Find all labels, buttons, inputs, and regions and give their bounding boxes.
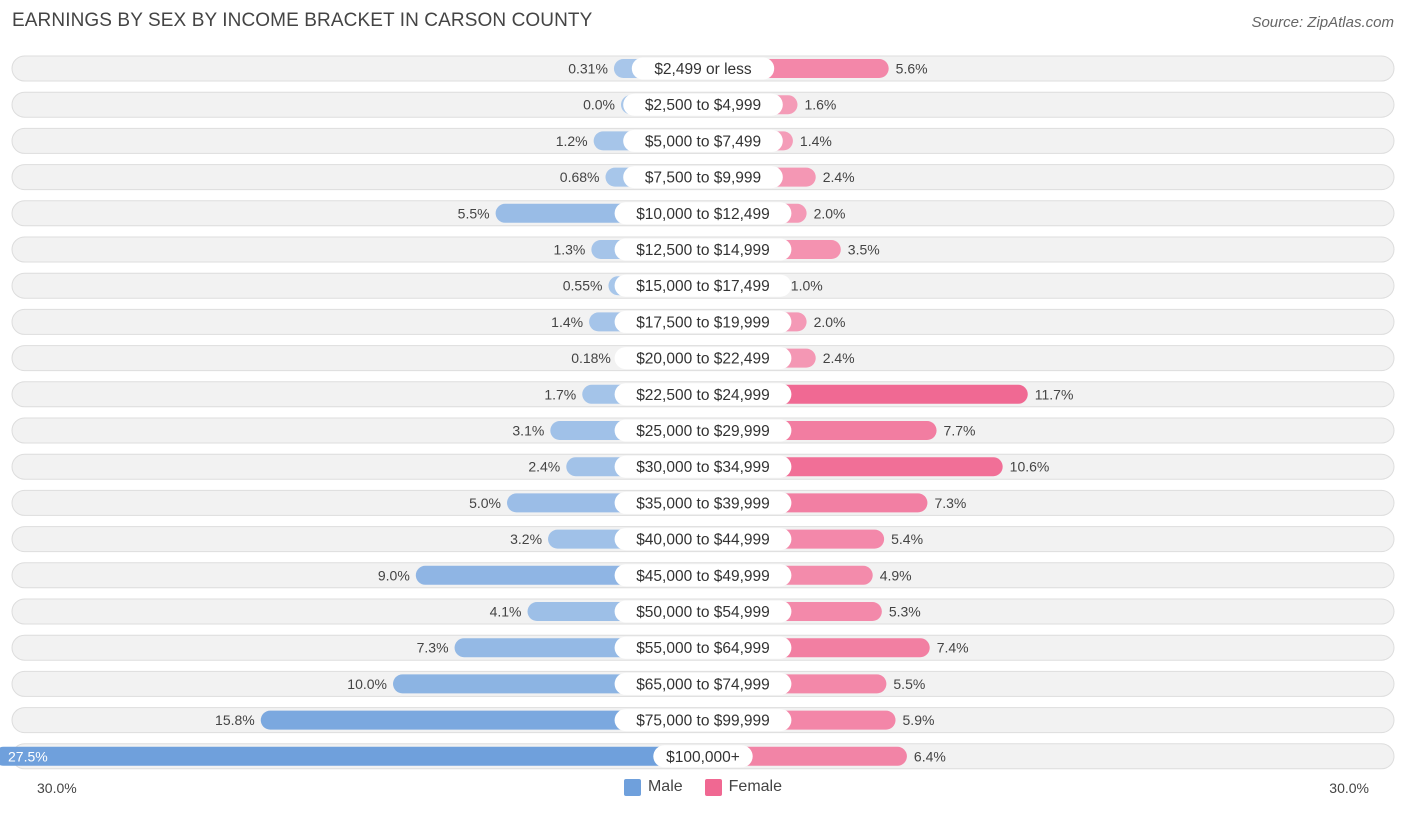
female-value-label: 1.4% xyxy=(800,133,832,149)
male-value-label: 5.0% xyxy=(469,495,501,511)
category-pill xyxy=(614,528,792,551)
category-pill xyxy=(614,709,792,732)
male-value-label: 0.18% xyxy=(571,350,611,366)
category-label: $25,000 to $29,999 xyxy=(636,423,770,440)
male-value-label: 1.3% xyxy=(553,242,585,258)
category-pill xyxy=(614,491,792,514)
male-value-label: 3.2% xyxy=(510,531,542,547)
male-value-label: 1.4% xyxy=(551,314,583,330)
legend-item-male[interactable]: Male xyxy=(623,778,683,796)
male-value-label: 3.1% xyxy=(512,423,544,439)
category-pill xyxy=(614,672,792,695)
chart-title: EARNINGS BY SEX BY INCOME BRACKET IN CAR… xyxy=(12,10,593,31)
category-label: $22,500 to $24,999 xyxy=(636,387,770,404)
category-label: $30,000 to $34,999 xyxy=(636,459,770,476)
category-label: $2,500 to $4,999 xyxy=(645,97,761,114)
male-value-label: 4.1% xyxy=(490,604,522,620)
male-value-label: 1.2% xyxy=(556,133,588,149)
legend: Male Female xyxy=(0,778,1406,796)
male-value-label: 10.0% xyxy=(347,676,387,692)
category-pill xyxy=(614,274,792,297)
male-value-label: 9.0% xyxy=(378,567,410,583)
male-value-label: 1.7% xyxy=(544,386,576,402)
category-pill xyxy=(614,310,792,333)
category-pill xyxy=(614,419,792,442)
male-value-label: 15.8% xyxy=(215,712,255,728)
female-value-label: 5.3% xyxy=(889,604,921,620)
female-value-label: 2.4% xyxy=(823,350,855,366)
male-value-label: 5.5% xyxy=(458,205,490,221)
male-value-label: 0.31% xyxy=(568,61,608,77)
category-label: $17,500 to $19,999 xyxy=(636,314,770,331)
female-value-label: 10.6% xyxy=(1010,459,1050,475)
source-credit: Source: ZipAtlas.com xyxy=(1251,14,1394,31)
female-value-label: 2.0% xyxy=(814,314,846,330)
female-value-label: 1.6% xyxy=(804,97,836,113)
female-value-label: 4.9% xyxy=(880,567,912,583)
category-pill xyxy=(614,636,792,659)
female-value-label: 5.5% xyxy=(893,676,925,692)
category-label: $10,000 to $12,499 xyxy=(636,206,770,223)
category-pill xyxy=(653,745,753,768)
category-pill xyxy=(614,600,792,623)
category-label: $75,000 to $99,999 xyxy=(636,713,770,730)
legend-swatch-male xyxy=(623,778,641,796)
male-bar xyxy=(0,746,703,766)
legend-label-male: Male xyxy=(647,778,683,795)
female-value-label: 7.7% xyxy=(944,423,976,439)
category-label: $35,000 to $39,999 xyxy=(636,495,770,512)
category-pill xyxy=(614,383,792,406)
category-pill xyxy=(614,347,792,370)
category-label: $2,499 or less xyxy=(654,61,752,78)
category-label: $65,000 to $74,999 xyxy=(636,676,770,693)
category-pill xyxy=(614,238,792,261)
male-value-label: 0.55% xyxy=(563,278,603,294)
category-label: $15,000 to $17,499 xyxy=(636,278,770,295)
category-label: $20,000 to $22,499 xyxy=(636,351,770,368)
category-pill xyxy=(631,57,775,80)
female-value-label: 5.6% xyxy=(896,61,928,77)
female-value-label: 6.4% xyxy=(914,748,946,764)
female-value-label: 2.4% xyxy=(823,169,855,185)
female-value-label: 11.7% xyxy=(1035,386,1074,402)
category-label: $12,500 to $14,999 xyxy=(636,242,770,259)
category-label: $5,000 to $7,499 xyxy=(645,133,761,150)
male-value-label: 27.5% xyxy=(8,748,48,764)
axis-right-label: 30.0% xyxy=(1329,780,1369,796)
category-pill xyxy=(614,564,792,587)
legend-label-female: Female xyxy=(728,778,783,795)
female-bar xyxy=(703,746,907,766)
category-label: $45,000 to $49,999 xyxy=(636,568,770,585)
female-value-label: 1.0% xyxy=(791,278,823,294)
category-label: $50,000 to $54,999 xyxy=(636,604,770,621)
legend-swatch-female xyxy=(704,778,722,796)
category-label: $100,000+ xyxy=(666,749,740,766)
female-value-label: 7.4% xyxy=(937,640,969,656)
female-value-label: 5.9% xyxy=(903,712,935,728)
male-bar xyxy=(260,710,703,730)
female-value-label: 7.3% xyxy=(934,495,966,511)
male-value-label: 2.4% xyxy=(528,459,560,475)
category-label: $55,000 to $64,999 xyxy=(636,640,770,657)
category-pill xyxy=(623,93,783,116)
category-pill xyxy=(614,202,792,225)
female-value-label: 3.5% xyxy=(848,242,880,258)
male-value-label: 0.68% xyxy=(560,169,600,185)
category-label: $40,000 to $44,999 xyxy=(636,532,770,549)
category-pill xyxy=(614,455,792,478)
male-value-label: 7.3% xyxy=(417,640,449,656)
category-pill xyxy=(623,129,783,152)
female-value-label: 2.0% xyxy=(814,205,846,221)
legend-item-female[interactable]: Female xyxy=(704,778,783,796)
category-label: $7,500 to $9,999 xyxy=(645,170,761,187)
axis-left-label: 30.0% xyxy=(37,780,77,796)
category-pill xyxy=(623,166,783,189)
male-value-label: 0.0% xyxy=(583,97,615,113)
female-value-label: 5.4% xyxy=(891,531,923,547)
